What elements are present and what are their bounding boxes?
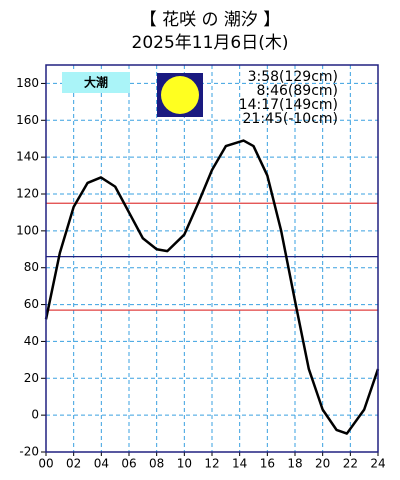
x-tick-label: 00 — [38, 457, 53, 471]
tide-line — [44, 139, 380, 435]
x-tick-label: 02 — [66, 457, 81, 471]
x-tick-label: 06 — [121, 457, 136, 471]
x-tick-label: 10 — [177, 457, 192, 471]
y-tick-label: 60 — [24, 297, 39, 311]
x-tick-label: 16 — [260, 457, 275, 471]
y-tick-label: 20 — [24, 371, 39, 385]
y-tick-label: 160 — [16, 113, 39, 127]
tide-label-box — [62, 72, 130, 93]
y-tick-label: 180 — [16, 76, 39, 90]
tide-time: 14:17(149cm) — [239, 97, 338, 113]
x-tick-label: 08 — [149, 457, 164, 471]
moon — [161, 76, 199, 114]
x-tick-label: 22 — [343, 457, 358, 471]
x-tick-label: 24 — [370, 457, 385, 471]
x-tick-label: 12 — [204, 457, 219, 471]
tide-time: 3:58(129cm) — [248, 69, 338, 85]
x-tick-label: 18 — [287, 457, 302, 471]
tide-time: 21:45(-10cm) — [243, 111, 338, 127]
y-tick-label: 0 — [31, 408, 39, 422]
x-tick-label: 04 — [94, 457, 109, 471]
y-tick-label: 120 — [16, 187, 39, 201]
plot-border — [45, 64, 379, 453]
y-tick-label: 100 — [16, 223, 39, 237]
chart-subtitle: 2025年11月6日(木) — [132, 33, 289, 53]
chart-title: 【 花咲 の 潮汐 】 — [140, 10, 281, 30]
y-tick-label: -20 — [19, 445, 39, 459]
y-tick-label: 80 — [24, 260, 39, 274]
tide-time: 8:46(89cm) — [256, 83, 338, 99]
x-tick-label: 14 — [232, 457, 247, 471]
y-tick-label: 140 — [16, 150, 39, 164]
x-tick-label: 20 — [315, 457, 330, 471]
tide-label: 大潮 — [84, 75, 108, 90]
y-tick-label: 40 — [24, 334, 39, 348]
